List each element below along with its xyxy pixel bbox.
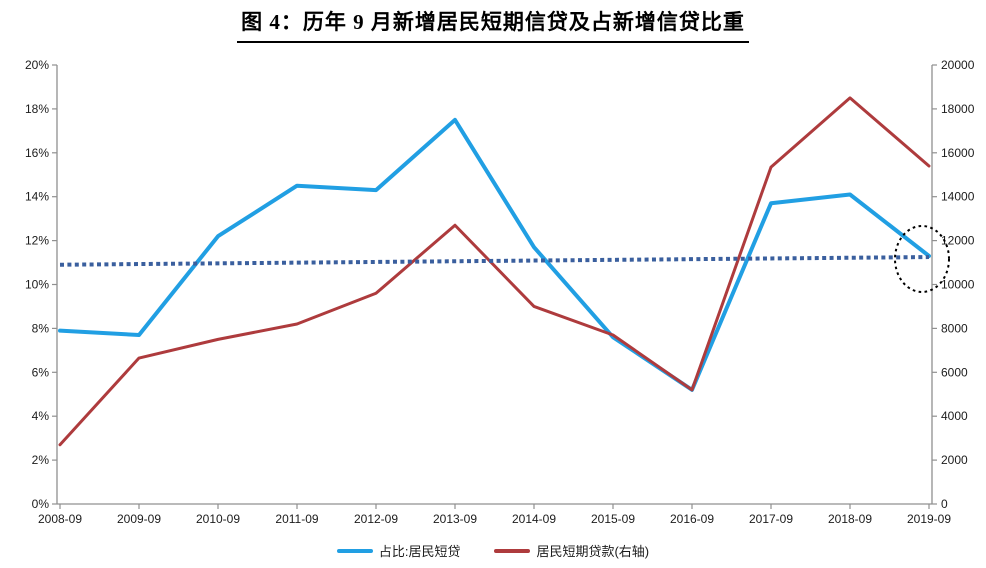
right-axis-tick-label: 2000 [941,453,968,467]
left-axis-tick-label: 16% [25,146,49,160]
left-axis-tick-label: 18% [25,102,49,116]
right-axis-tick-label: 16000 [941,146,975,160]
trendline-dotted [59,255,930,267]
right-axis-tick-label: 20000 [941,58,975,72]
legend-label-ratio: 占比:居民短贷 [378,544,461,559]
x-axis-tick-label: 2008-09 [38,512,82,526]
blue-line-swatch-icon [336,548,373,553]
left-axis-tick-label: 6% [32,365,50,379]
series-line-1 [58,96,931,447]
right-axis-tick-label: 6000 [941,365,968,379]
left-axis-tick-label: 14% [25,190,49,204]
left-axis-tick-label: 2% [32,453,50,467]
x-axis-tick-label: 2014-09 [512,512,556,526]
left-axis-tick-label: 0% [32,497,50,511]
chart-title: 图 4：历年 9 月新增居民短期信贷及占新增信贷比重 [237,6,749,43]
x-axis-tick-label: 2019-09 [907,512,951,526]
red-line-swatch-icon [494,548,531,553]
right-axis-tick-label: 4000 [941,409,968,423]
x-axis-tick-label: 2018-09 [828,512,872,526]
left-axis-tick-label: 12% [25,234,49,248]
left-axis-tick-label: 8% [32,321,50,335]
x-axis-tick-label: 2017-09 [749,512,793,526]
right-axis-tick-label: 14000 [941,190,975,204]
left-axis-tick-label: 20% [25,58,49,72]
x-axis-tick-label: 2012-09 [354,512,398,526]
right-axis-tick-label: 18000 [941,102,975,116]
highlight-ellipse-annotation [894,224,950,293]
legend-item-ratio: 占比:居民短贷 [336,541,461,560]
left-axis-tick-label: 4% [32,409,50,423]
x-axis-tick-label: 2016-09 [670,512,714,526]
right-axis-tick-label: 0 [941,497,948,511]
right-axis-tick-label: 8000 [941,321,968,335]
x-axis-tick-label: 2009-09 [117,512,161,526]
right-axis-tick-label: 10000 [941,278,975,292]
chart-legend: 占比:居民短贷 居民短期贷款(右轴) [0,541,986,560]
x-axis-tick-label: 2010-09 [196,512,240,526]
x-axis-tick-label: 2015-09 [591,512,635,526]
legend-item-loans: 居民短期贷款(右轴) [494,541,649,560]
x-axis-tick-label: 2011-09 [275,512,318,526]
right-axis-tick-label: 12000 [941,234,975,248]
x-axis-tick-label: 2013-09 [433,512,477,526]
left-axis-tick-label: 10% [25,278,49,292]
series-line-0 [58,117,931,392]
legend-label-loans: 居民短期贷款(右轴) [536,544,650,559]
chart-title-row: 图 4：历年 9 月新增居民短期信贷及占新增信贷比重 [0,6,986,43]
